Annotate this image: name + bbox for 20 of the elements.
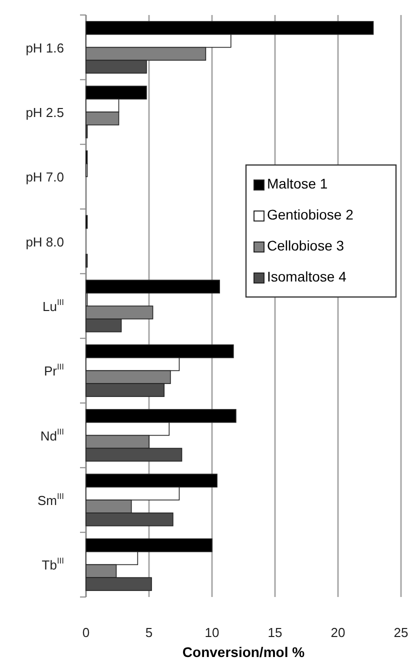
x-tick-label: 0 xyxy=(82,625,90,640)
x-tick-label: 5 xyxy=(145,625,153,640)
x-tick-label: 10 xyxy=(204,625,220,640)
y-tick-label: Tb$^{III}$ xyxy=(42,556,64,574)
y-tick-label: Nd$^{III}$ xyxy=(40,426,64,444)
y-tick-label: pH 2.5 xyxy=(26,105,64,120)
y-tick-label: pH 7.0 xyxy=(26,170,64,186)
legend-label: Cellobiose 3 xyxy=(267,238,344,254)
y-tick-label: pH 8.0 xyxy=(26,234,64,250)
legend-label: Gentiobiose 2 xyxy=(267,206,354,223)
y-tick-label: pH 1.6 xyxy=(26,40,64,56)
x-tick-label: 25 xyxy=(394,625,408,640)
x-tick-label: 20 xyxy=(330,625,346,640)
legend-label: Maltose 1 xyxy=(267,176,328,192)
y-tick-label: Pr$^{III}$ xyxy=(44,362,64,380)
y-tick-label: Sm$^{III}$ xyxy=(37,491,64,508)
x-axis-title: Conversion/mol % xyxy=(182,644,306,660)
legend-label: Isomaltose 4 xyxy=(267,268,347,285)
y-tick-label: Lu$^{III}$ xyxy=(42,297,64,314)
x-tick-label: 15 xyxy=(268,625,282,640)
